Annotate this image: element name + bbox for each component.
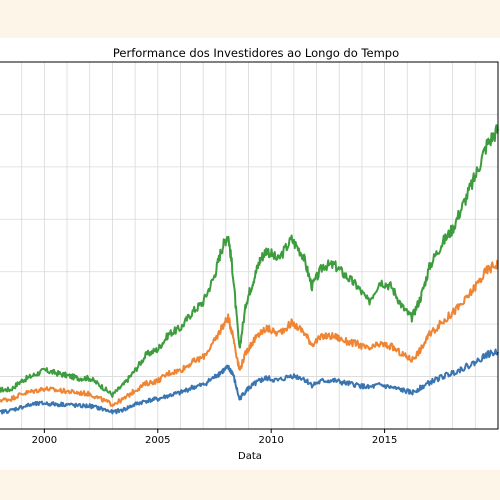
chart-title: Performance dos Investidores ao Longo do…: [113, 46, 399, 60]
x-tick-label: 2015: [372, 435, 397, 446]
x-axis-label: Data: [238, 451, 262, 462]
x-ticks: 2000 2005 2010 2015: [32, 429, 397, 446]
chart-card: [0, 38, 500, 470]
series-line: [0, 259, 499, 407]
series-line: [0, 124, 499, 398]
x-tick-label: 2000: [32, 435, 57, 446]
x-tick-label: 2005: [145, 435, 170, 446]
series-layer: [0, 124, 499, 415]
plot-frame: [0, 61, 499, 430]
series-line: [0, 348, 499, 415]
x-tick-label: 2010: [258, 435, 283, 446]
